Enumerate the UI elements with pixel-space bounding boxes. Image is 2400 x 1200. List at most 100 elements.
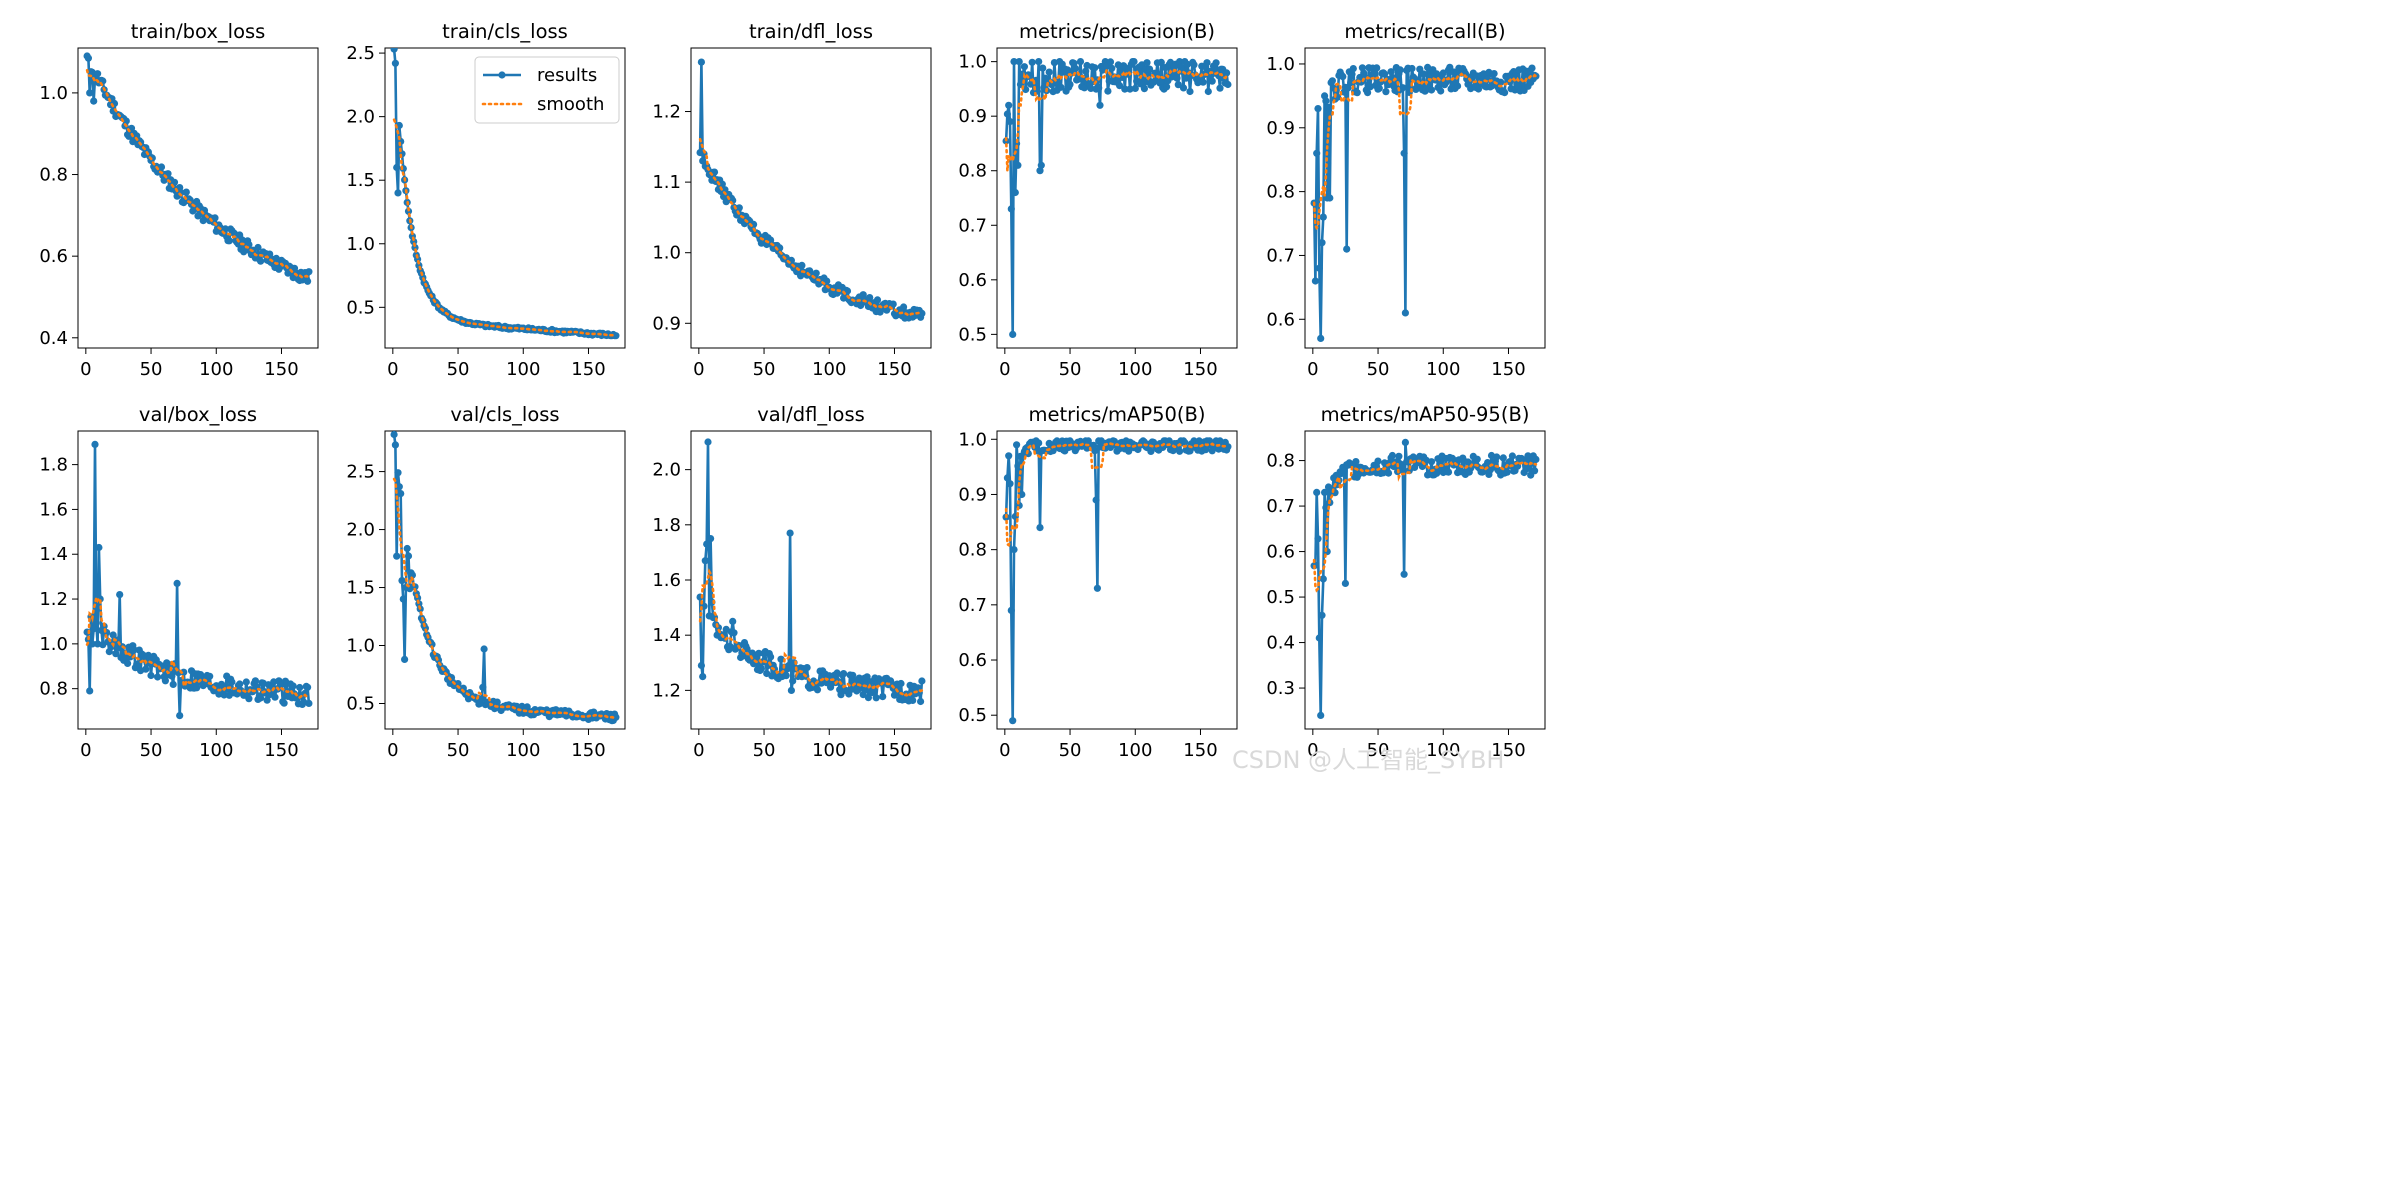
results-point: [1202, 446, 1210, 454]
y-tick-label: 1.0: [39, 634, 68, 655]
results-point: [1015, 58, 1023, 66]
results-point: [1212, 59, 1220, 67]
y-tick-label: 0.5: [958, 705, 987, 726]
axes-frame: [77, 47, 319, 349]
results-point: [245, 695, 253, 703]
results-point: [393, 552, 401, 560]
y-tick-label: 0.5: [346, 693, 375, 714]
results-point: [1108, 64, 1116, 72]
y-tick-label: 1.2: [39, 589, 68, 610]
results-point: [873, 296, 882, 304]
axes-frame: [384, 430, 626, 730]
plot-area: [390, 48, 620, 340]
results-point: [1071, 64, 1079, 72]
results-point: [918, 677, 926, 685]
results-point: [879, 693, 887, 701]
results-point: [1474, 85, 1483, 93]
results-point: [1045, 439, 1053, 447]
results-point: [1400, 149, 1408, 157]
results-point: [1186, 447, 1194, 455]
plot-area: [696, 438, 926, 706]
results-point: [1224, 80, 1232, 89]
results-point: [900, 303, 908, 311]
results-point: [1084, 437, 1092, 445]
y-tick-label: 1.1: [652, 172, 681, 193]
results-point: [173, 579, 181, 588]
results-point: [1348, 70, 1356, 78]
y-tick-label: 0.4: [39, 328, 68, 349]
panel-5: metrics/recall(B) 0 50 100 150 0.6 0.7 0.8 0.9 1.…: [1266, 20, 1546, 380]
smooth-line: [1312, 72, 1538, 231]
y-tick-label: 0.6: [1266, 309, 1295, 330]
axes-frame: [996, 430, 1238, 730]
chart-title: val/box_loss: [139, 403, 257, 426]
results-point: [1190, 61, 1198, 69]
results-point: [704, 438, 712, 446]
results-point: [296, 683, 304, 692]
y-tick-label: 0.5: [958, 324, 987, 345]
smooth-line: [1004, 442, 1230, 548]
results-point: [182, 188, 190, 196]
results-point: [1315, 264, 1323, 272]
results-point: [703, 540, 711, 548]
results-point: [718, 180, 726, 188]
results-point: [147, 671, 155, 680]
results-point: [1036, 524, 1044, 532]
results-point: [1203, 59, 1211, 67]
results-point: [1091, 64, 1099, 72]
panel-2: train/cls_loss 0 50 100 150 0.5 1.0 1.5 2.0 2.5 re…: [346, 20, 626, 380]
legend-results-label: results: [537, 65, 597, 86]
results-point: [84, 54, 92, 62]
y-tick-label: 1.6: [652, 570, 681, 591]
results-point: [1484, 459, 1492, 467]
results-point: [813, 686, 822, 694]
results-point: [1057, 83, 1065, 91]
results-point: [757, 665, 766, 673]
results-point: [1018, 490, 1026, 499]
results-point: [1186, 87, 1194, 96]
results-point: [1146, 65, 1154, 73]
results-point: [787, 686, 796, 695]
y-tick-label: 1.4: [39, 544, 68, 565]
results-point: [1352, 458, 1360, 466]
results-point: [872, 694, 880, 702]
results-point: [1343, 245, 1351, 253]
results-point: [1508, 452, 1516, 460]
results-point: [254, 243, 262, 252]
x-tick-label: 50: [1367, 359, 1390, 380]
results-point: [304, 683, 312, 691]
smooth-line: [85, 593, 311, 699]
x-tick-label: 50: [1367, 740, 1390, 761]
results-point: [1314, 535, 1322, 543]
results-point: [1400, 570, 1408, 578]
y-tick-label: 0.4: [1266, 633, 1295, 654]
results-point: [1131, 84, 1139, 92]
y-tick-label: 0.3: [1266, 678, 1295, 699]
panel-4: metrics/precision(B) 0 50 100 150 0.5 0.6 0.7 0.…: [958, 20, 1238, 380]
results-point: [1014, 161, 1022, 169]
results-point: [1388, 451, 1396, 460]
results-point: [168, 672, 176, 680]
plot-area: [83, 52, 313, 285]
results-point: [1005, 452, 1013, 460]
results-point: [1399, 84, 1407, 92]
results-point: [1223, 69, 1231, 77]
results-point: [1437, 87, 1445, 95]
results-point: [1006, 480, 1014, 488]
results-point: [909, 696, 917, 705]
results-point: [1324, 103, 1333, 111]
results-point: [1321, 488, 1329, 496]
results-point: [289, 682, 297, 690]
smooth-line: [1312, 455, 1538, 593]
results-point: [1003, 110, 1012, 118]
results-point: [1092, 496, 1100, 504]
x-tick-label: 0: [387, 740, 398, 761]
chart-title: metrics/precision(B): [1019, 20, 1215, 43]
y-tick-label: 1.0: [346, 636, 375, 657]
results-point: [1315, 634, 1323, 642]
x-tick-label: 100: [1118, 740, 1152, 761]
x-tick-label: 0: [80, 359, 91, 380]
x-tick-label: 150: [1491, 359, 1525, 380]
results-point: [454, 680, 462, 688]
y-tick-label: 1.4: [652, 625, 681, 646]
